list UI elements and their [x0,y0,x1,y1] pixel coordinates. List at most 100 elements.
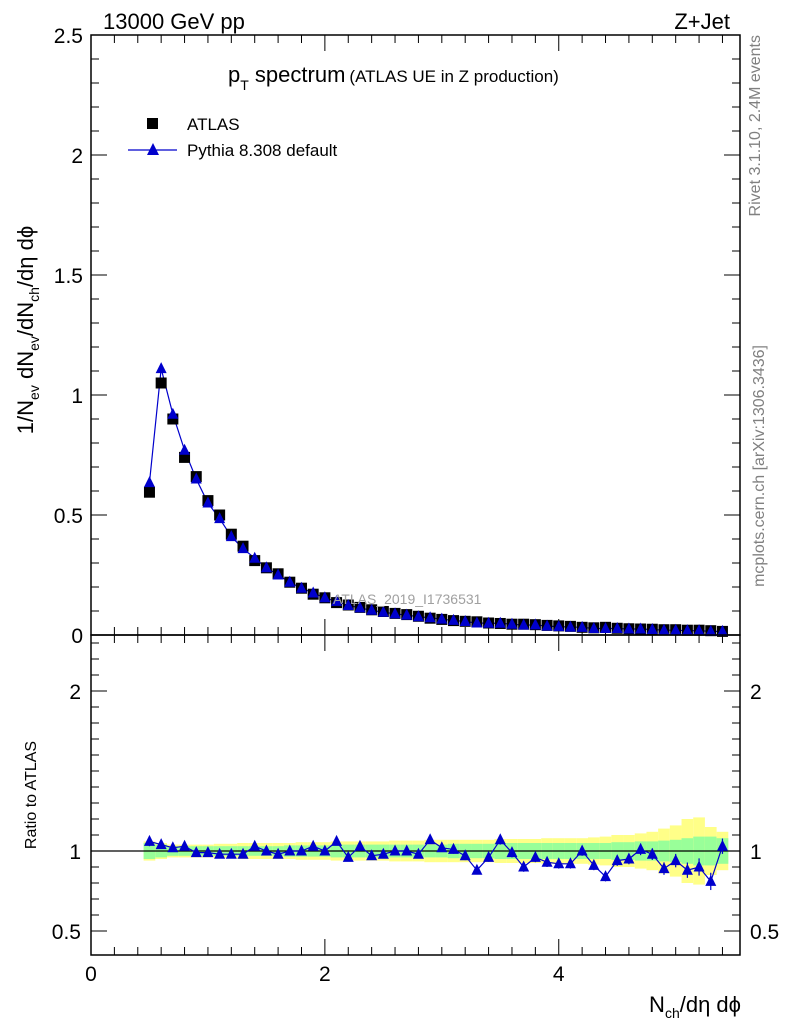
ratio-mc-point [143,834,155,846]
mc-point [646,622,658,634]
ratio-mc-point [611,854,623,866]
ratio-mc-point [307,839,319,851]
mc-point [483,616,495,628]
ratio-mc-point [693,860,705,872]
mc-point [693,624,705,636]
mc-point [202,496,214,508]
header-right: Z+Jet [674,9,730,34]
ratio-mc-point [483,850,495,862]
mc-point [471,616,483,628]
ratio-mc-point [448,842,460,854]
title-rest: spectrum [249,62,346,87]
ratio-mc-point [424,833,436,845]
mc-point [623,622,635,634]
mc-point [716,624,728,636]
ratio-y-tick-label-right: 2 [750,681,762,704]
ratio-panel: 0 2 4 0.5 0.5 1 1 2 2 [52,634,779,986]
title-p: p [228,62,240,87]
mc-point [366,603,378,615]
legend-data-label: ATLAS [187,115,240,134]
data-point [155,377,167,389]
mc-point [190,472,202,484]
mc-point [611,622,623,634]
mc-point [541,619,553,631]
ratio-frame [90,634,741,956]
rivet-info: Rivet 3.1.10, 2.4M events [747,35,764,216]
ratio-mc-point [518,860,530,872]
mc-point [412,610,424,622]
ratio-mc-point [600,870,612,882]
ratio-mc-point [541,855,553,867]
main-y-tick-label: 0 [71,625,83,648]
ratio-mc-point [342,850,354,862]
ratio-mc-point [635,842,647,854]
ratio-mc-point [237,847,249,859]
mc-point [506,617,518,629]
mc-point [155,362,167,374]
mcplots-info: mcplots.cern.ch [arXiv:1306.3436] [751,345,768,587]
ratio-mc-point [506,846,518,858]
ratio-mc-point [436,841,448,853]
mc-point [424,611,436,623]
ratio-mc-point [366,849,378,861]
mc-point [284,575,296,587]
ratio-mc-point [401,844,413,856]
ratio-mc-point [716,839,728,851]
ratio-y-tick-label-right: 0.5 [750,921,779,944]
mc-point [681,624,693,636]
main-y-tick-label: 2 [71,145,83,168]
analysis-watermark: ATLAS_2019_I1736531 [333,591,482,607]
ratio-mc-point [354,839,366,851]
ratio-mc-point [471,863,483,875]
ratio-mc-point [295,844,307,856]
ratio-mc-point [225,847,237,859]
ratio-mc-point [272,847,284,859]
ratio-mc-point [412,847,424,859]
ratio-mc-point [319,844,331,856]
ratio-mc-point [576,844,588,856]
mc-point [260,561,272,573]
mc-point [401,608,413,620]
ratio-mc-point [670,854,682,866]
mc-point [342,598,354,610]
mc-point [588,622,600,634]
main-panel: 0 0.5 1 1.5 2 2.5 [54,25,741,648]
legend-mc-label: Pythia 8.308 default [187,141,338,160]
mc-point [295,581,307,593]
ratio-y-tick-label-right: 1 [750,841,762,864]
mc-point [564,620,576,632]
mc-point [272,568,284,580]
ratio-mc-point [588,858,600,870]
mc-point [448,613,460,625]
mc-point [225,530,237,542]
mc-point [377,605,389,617]
ratio-mc-point [705,874,717,886]
main-y-tick-label: 1 [71,385,83,408]
title-paren: (ATLAS UE in Z production) [349,67,558,86]
ratio-mc-point [564,857,576,869]
mc-point [459,615,471,627]
mc-point [319,591,331,603]
legend-data-marker [147,118,158,129]
legend: ATLAS Pythia 8.308 default [128,115,338,160]
data-point [167,413,179,425]
ratio-mc-point [284,844,296,856]
ratio-mc-point [459,849,471,861]
ratio-y-axis-label: Ratio to ATLAS [23,741,40,849]
mc-point [518,618,530,630]
ratio-mc-point [389,844,401,856]
ratio-mc-point [155,838,167,850]
y-axis-label: 1/Nev dNev/dNch/dη dϕ [13,226,42,434]
mc-point [307,586,319,598]
mc-point [529,618,541,630]
ratio-mc-point [179,839,191,851]
plot-title: pT spectrum (ATLAS UE in Z production) [228,62,559,93]
mc-point [167,407,179,419]
ratio-mc-point [260,844,272,856]
mc-point [553,620,565,632]
mc-point [436,612,448,624]
ratio-y-tick-label: 2 [69,681,81,704]
mc-point [576,620,588,632]
main-y-tick-label: 1.5 [54,265,83,288]
